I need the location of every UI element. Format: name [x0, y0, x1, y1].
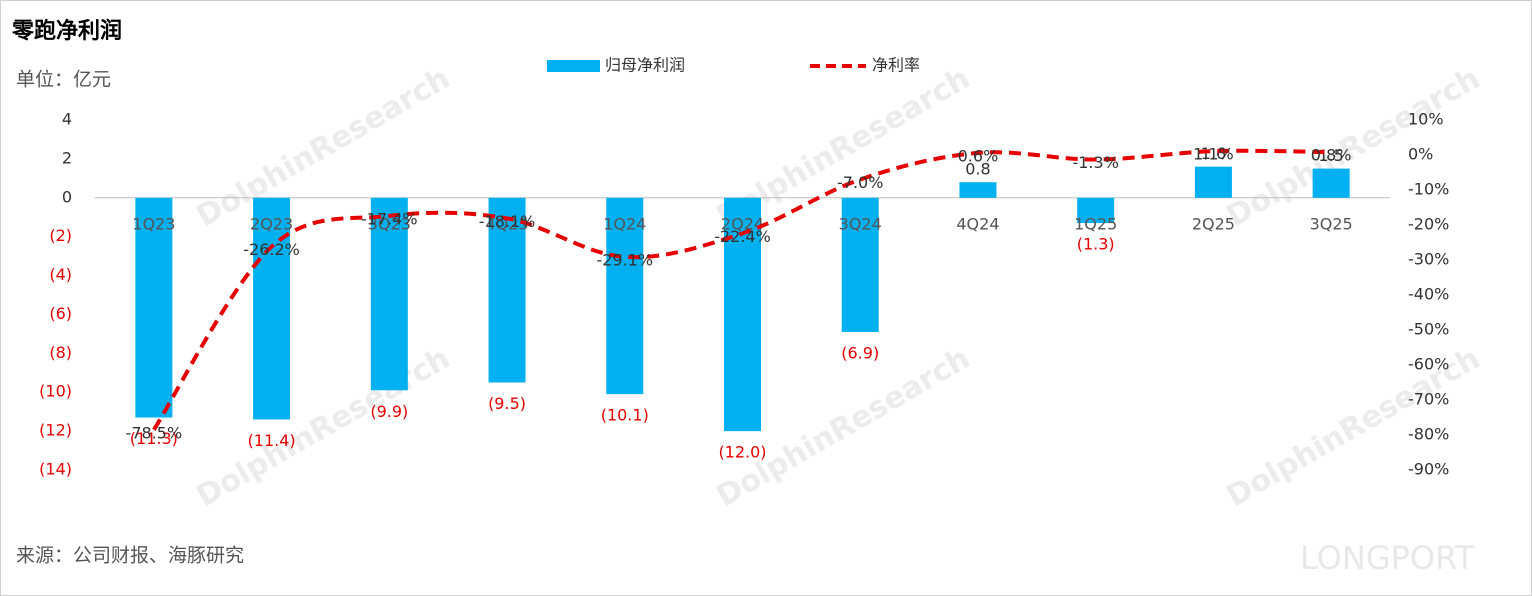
y2-tick-label: 10% — [1408, 110, 1444, 129]
legend-swatch — [547, 60, 600, 72]
bar-value-label: (11.4) — [248, 431, 296, 450]
legend-label: 净利率 — [872, 56, 920, 75]
bar — [1194, 166, 1232, 198]
x-tick-label: 3Q23 — [368, 215, 411, 234]
y-tick-label: (6) — [49, 304, 72, 323]
bar-value-label: (6.9) — [841, 343, 879, 362]
x-tick-label: 3Q24 — [839, 215, 882, 234]
bar — [135, 197, 173, 418]
y2-tick-label: -80% — [1408, 425, 1449, 444]
line — [152, 148, 1332, 431]
bar-value-label: (1.3) — [1077, 235, 1115, 254]
line-value-label: -26.2% — [243, 240, 300, 259]
y2-tick-label: -50% — [1408, 320, 1449, 339]
line-value-label: -7.0% — [837, 173, 883, 192]
line-value-label: 1.1% — [1193, 145, 1234, 164]
x-tick-label: 2Q24 — [721, 215, 764, 234]
y2-tick-label: -10% — [1408, 180, 1449, 199]
y-tick-label: (8) — [49, 343, 72, 362]
y2-tick-label: -20% — [1408, 215, 1449, 234]
x-tick-label: 1Q23 — [132, 215, 175, 234]
x-tick-label: 3Q25 — [1310, 215, 1353, 234]
y-tick-label: (14) — [39, 460, 72, 479]
bar — [370, 197, 408, 391]
y-tick-label: 0 — [62, 187, 72, 206]
x-tick-label: 1Q25 — [1074, 215, 1117, 234]
y2-tick-label: -70% — [1408, 390, 1449, 409]
legend-label: 归母净利润 — [605, 56, 685, 75]
bar — [841, 197, 879, 332]
y-tick-label: 2 — [62, 148, 72, 167]
y-tick-label: (12) — [39, 421, 72, 440]
y2-tick-label: 0% — [1408, 145, 1433, 164]
y2-tick-label: -90% — [1408, 460, 1449, 479]
y2-tick-label: -30% — [1408, 250, 1449, 269]
x-tick-label: 4Q23 — [485, 215, 528, 234]
unit-label: 单位：亿元 — [16, 69, 111, 91]
x-tick-label: 2Q25 — [1192, 215, 1235, 234]
bar-value-label: (12.0) — [718, 443, 766, 462]
chart-title: 零跑净利润 — [11, 18, 122, 44]
bar — [959, 182, 997, 198]
bar-value-label: 1.5 — [1318, 146, 1343, 165]
x-tick-label: 1Q24 — [603, 215, 646, 234]
line-value-label: 0.6% — [958, 146, 999, 165]
bar-value-label: 0.8 — [965, 160, 990, 179]
y2-tick-label: -40% — [1408, 285, 1449, 304]
line-value-label: 0.8% — [1311, 146, 1352, 165]
line-value-label: -17.4% — [361, 209, 418, 228]
y-tick-label: (10) — [39, 382, 72, 401]
y-tick-label: (2) — [49, 226, 72, 245]
bar-value-label: (9.9) — [370, 402, 408, 421]
source: 来源：公司财报、海豚研究 — [16, 545, 244, 567]
bar-value-label: (11.3) — [130, 429, 178, 448]
line-value-label: -1.3% — [1072, 153, 1118, 172]
bar-value-label: (9.5) — [488, 394, 526, 413]
bar — [488, 197, 526, 383]
bar — [1312, 168, 1350, 198]
line-value-label: -29.1% — [596, 250, 653, 269]
line-value-label: -22.4% — [714, 227, 771, 246]
y-tick-label: 4 — [62, 110, 72, 129]
line-value-label: -18.1% — [479, 212, 536, 231]
y2-tick-label: -60% — [1408, 355, 1449, 374]
bar-value-label: 1.6 — [1201, 144, 1226, 163]
x-tick-label: 4Q24 — [956, 215, 999, 234]
bar — [1077, 197, 1115, 224]
watermark: LONGPORT — [1300, 539, 1475, 577]
bar-value-label: (10.1) — [601, 406, 649, 425]
y-tick-label: (4) — [49, 265, 72, 284]
x-tick-label: 2Q23 — [250, 215, 293, 234]
line-value-label: -78.5% — [126, 423, 183, 442]
bar — [606, 197, 644, 395]
